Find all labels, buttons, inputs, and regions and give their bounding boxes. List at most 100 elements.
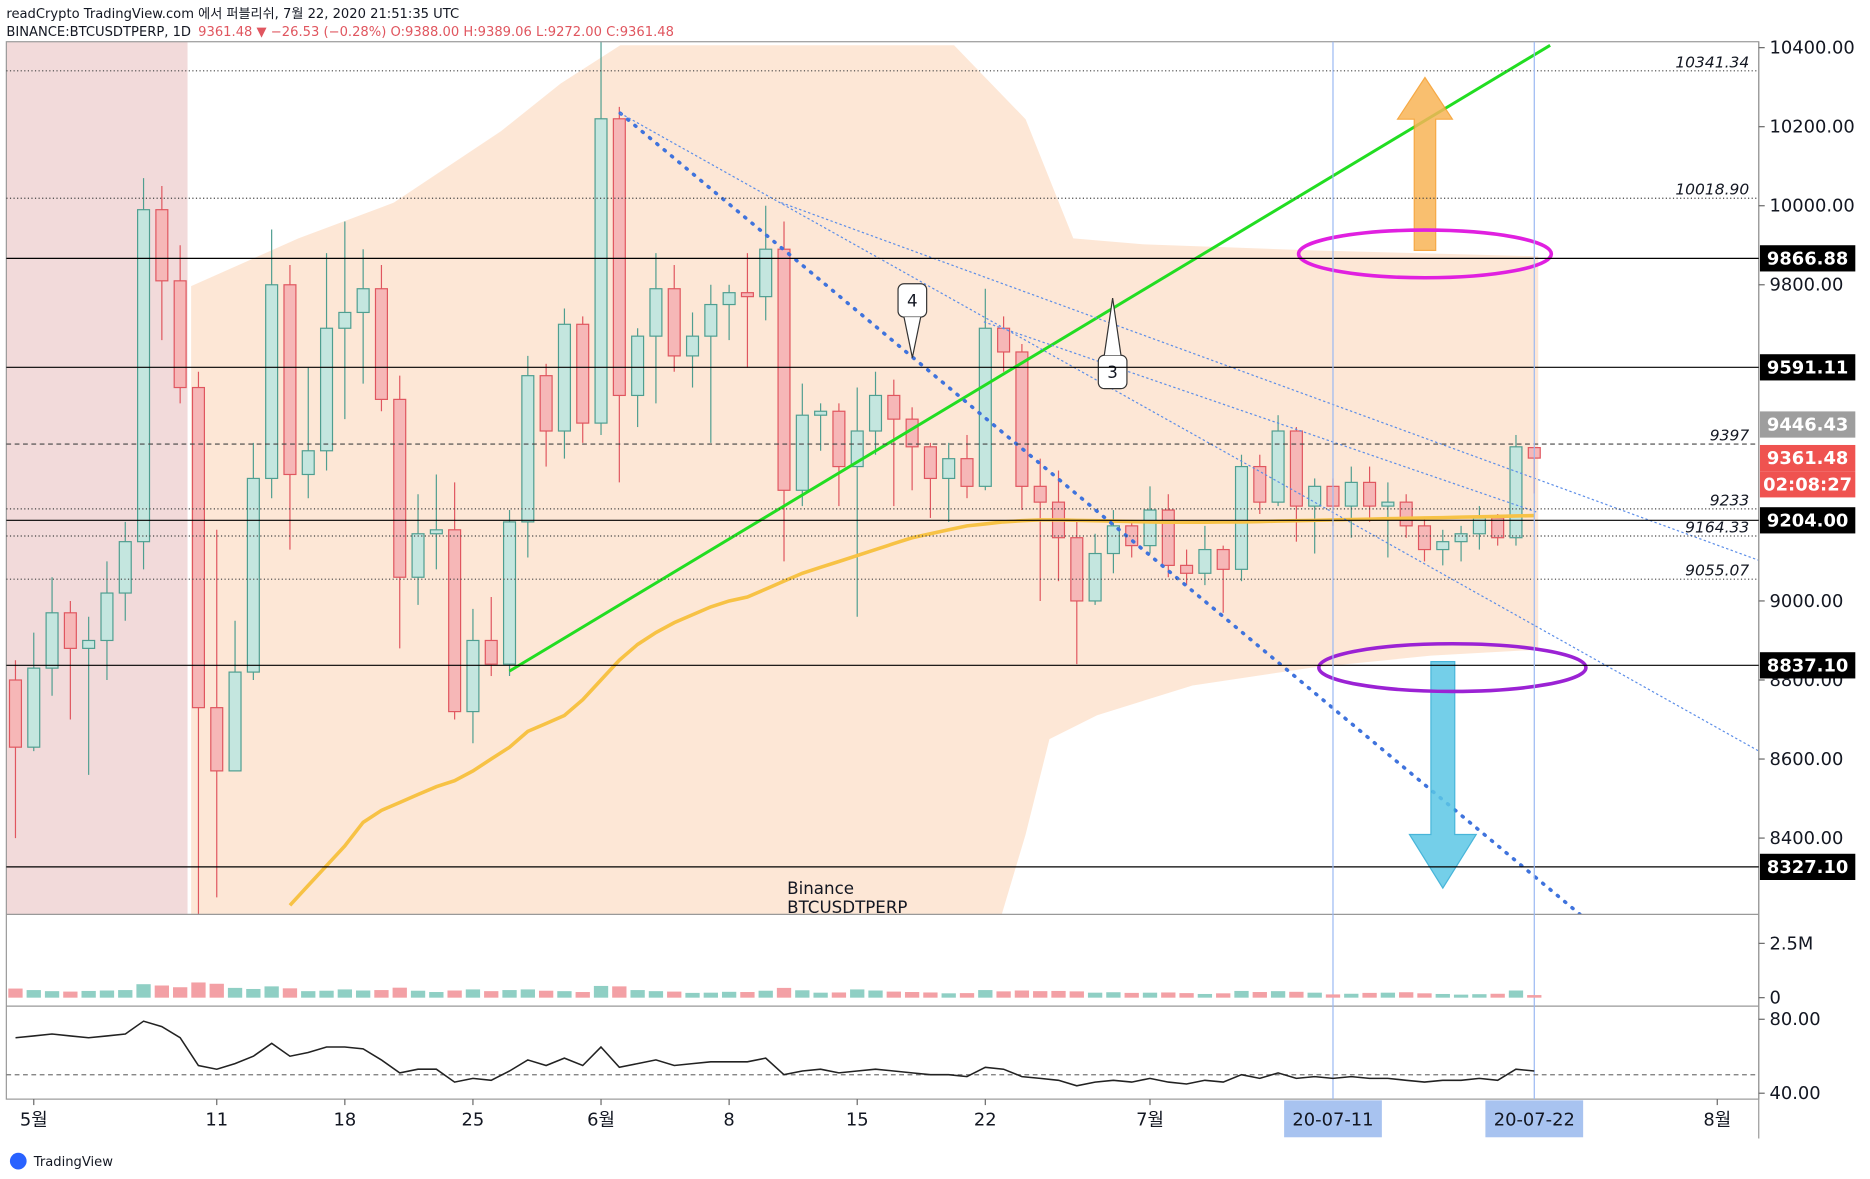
y-tick-label: 2.5M [1769, 933, 1813, 954]
x-tick-label: 22 [974, 1109, 997, 1130]
x-marker-tag [1485, 1100, 1584, 1138]
candle-body [1363, 481, 1377, 507]
candle-body [319, 327, 334, 452]
volume-bar [81, 990, 96, 998]
candle-body [155, 209, 169, 282]
x-tick-label: 7월 [1136, 1109, 1164, 1130]
callout-tail [1103, 297, 1122, 356]
candle-body [338, 311, 352, 329]
x-tick-label: 18 [333, 1109, 356, 1130]
volume-bar [776, 987, 792, 998]
volume-bar [26, 990, 41, 998]
candle-body [82, 639, 96, 649]
volume-bar [484, 991, 499, 998]
volume-bar [1142, 992, 1158, 998]
volume-bar [1490, 993, 1505, 998]
volume-bar [355, 990, 371, 998]
volume-bar [1399, 992, 1414, 998]
price-tag [1759, 853, 1856, 880]
volume-bar [392, 987, 407, 998]
candle-body [136, 209, 151, 543]
candle-body [1180, 564, 1194, 574]
volume-bar [648, 991, 664, 998]
down-arrow [1408, 661, 1478, 890]
volume-bar [1289, 991, 1304, 998]
price-tag [1759, 507, 1856, 534]
up-arrow [1396, 76, 1454, 251]
volume-bar [1179, 993, 1194, 998]
volume-bar [740, 992, 755, 998]
y-tick-label: 10000.00 [1769, 196, 1854, 217]
candle-body [63, 612, 77, 649]
candle-body [429, 529, 443, 535]
volume-bar [301, 991, 316, 998]
volume-bar [1124, 992, 1139, 998]
candle-body [612, 118, 626, 397]
y-tick-label: 9000.00 [1769, 591, 1843, 612]
candle-body [685, 335, 700, 357]
candle-body [1216, 548, 1230, 570]
volume-bar [612, 986, 627, 998]
candle-body [1289, 430, 1303, 507]
x-tick-label: 8월 [1703, 1109, 1731, 1130]
volume-bar [191, 982, 206, 998]
candle-body [45, 612, 59, 669]
x-tick-label: 20-07-11 [1292, 1109, 1373, 1130]
y-tick-label: 40.00 [1769, 1083, 1820, 1104]
price-tag-label: 8327.10 [1767, 857, 1848, 878]
candle-body [1253, 465, 1267, 503]
level-label: 9233 [1710, 491, 1749, 509]
volume-bar [118, 990, 133, 998]
candle-body [868, 394, 883, 432]
volume-bar [173, 987, 188, 998]
volume-bar [685, 992, 700, 998]
volume-bar [1417, 993, 1432, 998]
volume-bar [1527, 995, 1542, 998]
candle-body [649, 288, 663, 337]
volume-bar [758, 990, 773, 998]
y-tick-label: 10400.00 [1769, 38, 1854, 59]
volume-bar [264, 986, 279, 998]
volume-bar [99, 990, 115, 998]
candle-body [1198, 548, 1212, 574]
volume-bar [575, 992, 590, 998]
publish-line: readCrypto TradingView.com 에서 퍼블리쉬, 7월 2… [6, 6, 459, 22]
volume-bar [1270, 991, 1286, 998]
candle-body [594, 118, 608, 424]
footer: TradingView [33, 1155, 113, 1170]
volume-bar [282, 988, 298, 998]
candle-body [1015, 351, 1029, 487]
candle-body [923, 446, 937, 480]
y-tick-label: 8600.00 [1769, 749, 1843, 770]
volume-bar [410, 990, 426, 998]
candle-body [887, 394, 901, 420]
candle-body [1271, 430, 1285, 503]
trend-line [618, 111, 1582, 915]
countdown: 02:08:27 [1763, 474, 1852, 495]
volume-bar [374, 990, 389, 998]
trend-line [508, 44, 1551, 673]
candle-body [27, 667, 41, 748]
candle-body [521, 375, 535, 523]
candle-body [576, 323, 590, 424]
volume-bar [1087, 992, 1103, 998]
candle-body [1417, 525, 1432, 551]
level-label: 9397 [1710, 426, 1750, 444]
candle-body [1381, 501, 1395, 507]
price-tag-label: 9361.48 [1767, 448, 1848, 469]
candle-body [191, 386, 206, 709]
price-tag [1759, 411, 1856, 438]
volume-bar [1014, 990, 1030, 998]
candle-body [502, 521, 517, 665]
ellipse [1296, 228, 1554, 280]
x-tick-label: 11 [205, 1109, 228, 1130]
level-label: 9164.33 [1685, 518, 1749, 536]
y-tick-label: 10200.00 [1769, 117, 1854, 138]
volume-bar [209, 983, 224, 998]
volume-bar [538, 990, 554, 998]
trend-line [619, 112, 1759, 752]
candle-body [631, 335, 645, 397]
x-tick-label: 20-07-22 [1494, 1109, 1575, 1130]
volume-bar [868, 990, 883, 998]
watermark: Binance [787, 879, 854, 898]
